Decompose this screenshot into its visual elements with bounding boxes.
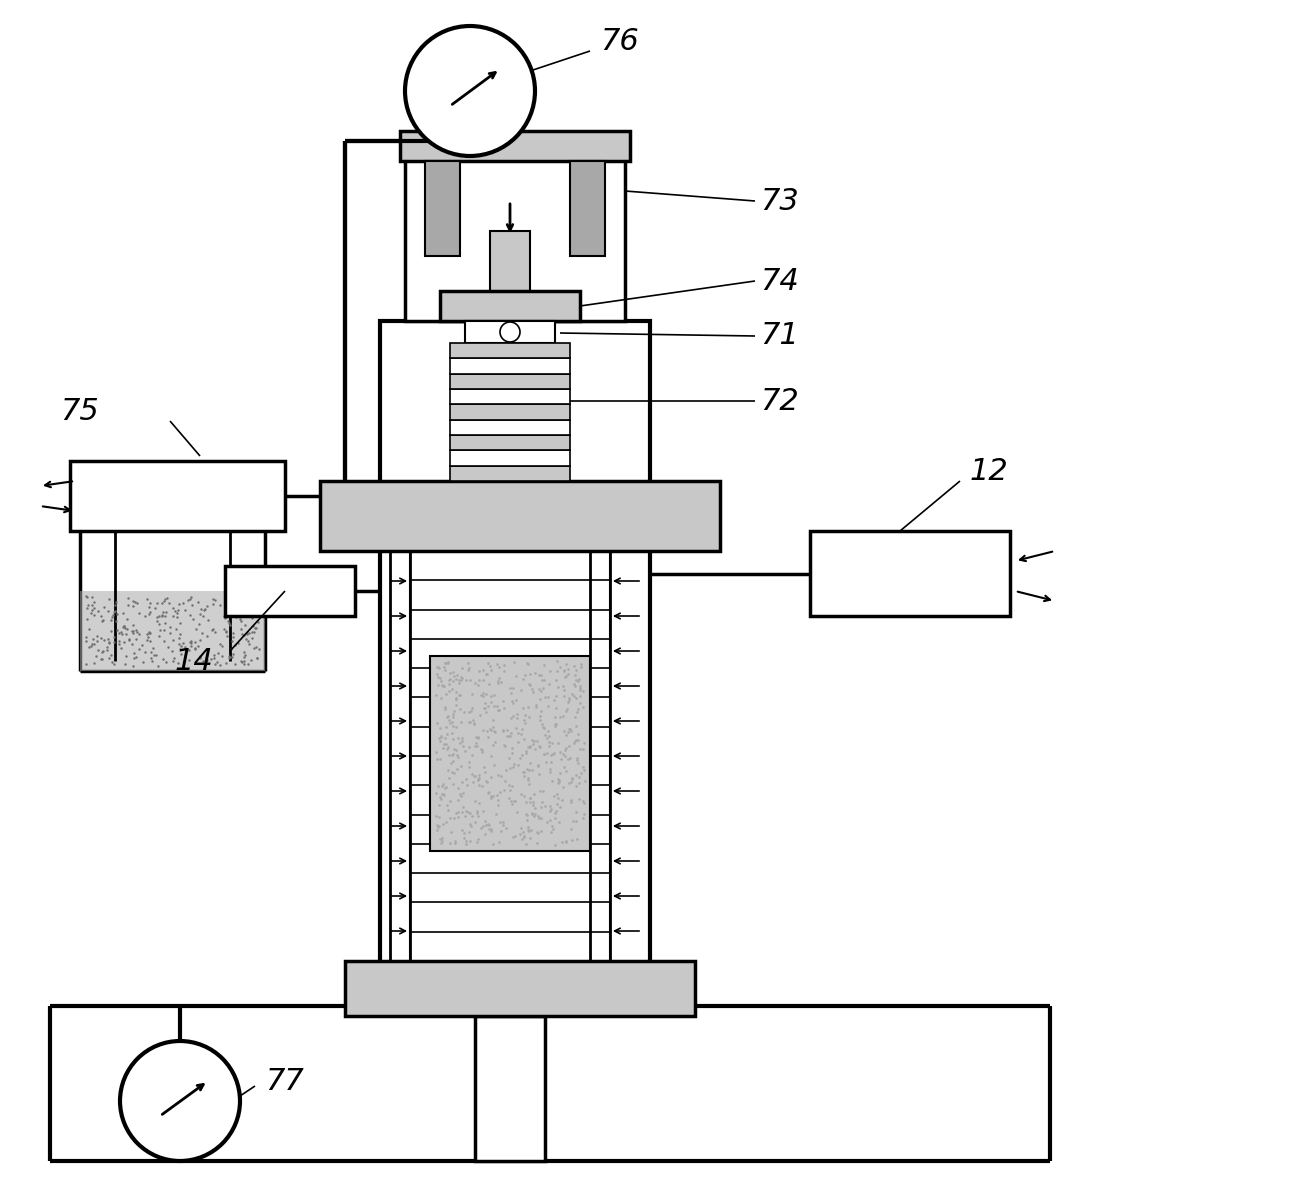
Circle shape: [405, 26, 535, 156]
Text: 72: 72: [760, 387, 798, 416]
Bar: [450, 343, 570, 358]
Bar: [450, 435, 570, 450]
Bar: [405, 141, 625, 322]
Text: 76: 76: [600, 26, 639, 56]
Text: 12: 12: [970, 456, 1009, 486]
Bar: [450, 358, 570, 374]
Bar: [475, 1016, 546, 1161]
Bar: [450, 419, 570, 435]
Bar: [400, 131, 630, 161]
Bar: [465, 322, 555, 343]
Bar: [450, 404, 570, 419]
Text: 74: 74: [760, 267, 798, 295]
Text: 71: 71: [760, 322, 798, 350]
Bar: [810, 531, 1010, 616]
Bar: [570, 161, 605, 256]
Bar: [440, 291, 579, 322]
Bar: [70, 461, 285, 531]
Text: 75: 75: [60, 397, 99, 425]
Text: 77: 77: [266, 1066, 303, 1096]
Bar: [450, 450, 570, 466]
Bar: [424, 161, 460, 256]
Bar: [490, 231, 530, 311]
Bar: [79, 591, 266, 671]
Text: 14: 14: [174, 647, 214, 675]
Bar: [380, 322, 650, 1006]
Bar: [450, 389, 570, 404]
Bar: [320, 481, 720, 551]
Bar: [450, 466, 570, 481]
Text: 73: 73: [760, 187, 798, 216]
Bar: [430, 656, 590, 852]
Bar: [225, 566, 355, 616]
Circle shape: [500, 322, 519, 342]
Bar: [345, 961, 695, 1016]
Circle shape: [120, 1041, 240, 1161]
Bar: [450, 374, 570, 389]
